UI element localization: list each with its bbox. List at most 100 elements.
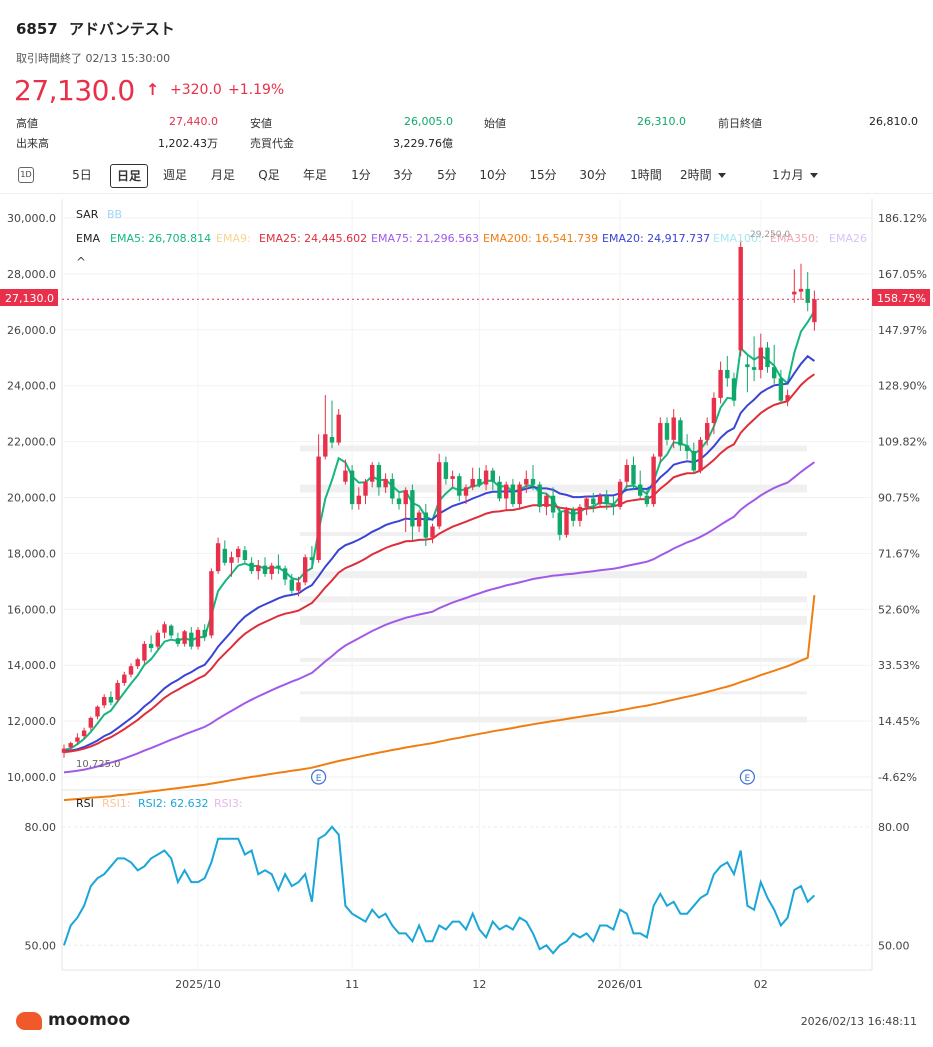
candle (416, 512, 422, 527)
rsi2-line (63, 825, 816, 955)
tab-5d[interactable]: 5日 (72, 168, 92, 182)
candle (336, 414, 341, 443)
candle (463, 487, 469, 496)
tab-quarterly[interactable]: Q足 (258, 168, 280, 182)
candle (772, 367, 777, 379)
candle (450, 476, 455, 479)
candle (644, 495, 650, 505)
legend-ema20: EMA20: 24,917.737 (602, 232, 710, 245)
y-tick-label-pct: 186.12% (878, 212, 927, 225)
y-tick-label: 18,000.0 (7, 547, 56, 560)
candle (256, 565, 261, 572)
chevron-down-icon (809, 173, 818, 178)
candle (396, 498, 402, 505)
candle (316, 456, 321, 560)
y-tick-label-pct: 167.05% (878, 268, 927, 281)
candle (711, 397, 717, 424)
period-icon-button[interactable]: 1D (16, 164, 36, 186)
rsi-y-label: 80.00 (25, 821, 57, 834)
tab-5min[interactable]: 5分 (437, 168, 457, 182)
y-tick-label-pct: 109.82% (878, 436, 927, 449)
collapse-icon[interactable]: ^ (76, 255, 86, 269)
candle (182, 631, 187, 644)
y-tick-label-pct: 52.60% (878, 603, 920, 616)
candle (148, 643, 154, 649)
candlestick-chart[interactable]: 30,000.0 186.12% 28,000.0 167.05% 26,000.0 14… (0, 0, 933, 1000)
candle (115, 682, 120, 700)
candle (296, 582, 301, 591)
candle (349, 470, 355, 505)
candle (745, 364, 750, 368)
tab-2hour-dropdown[interactable]: 2時間 (680, 164, 740, 186)
candle (678, 420, 683, 446)
rsi-y-label: 50.00 (25, 939, 57, 952)
tab-weekly[interactable]: 週足 (162, 168, 187, 182)
legend-ema25: EMA25: 24,445.602 (259, 232, 367, 245)
candle (376, 464, 382, 488)
y-tick-label: 22,000.0 (7, 436, 56, 449)
tab-15min[interactable]: 15分 (529, 168, 557, 182)
legend-ema-label[interactable]: EMA (76, 232, 100, 245)
candle (423, 512, 428, 538)
candle (242, 550, 248, 560)
candle (403, 490, 408, 505)
legend-ema9: EMA9: (216, 232, 251, 245)
candle (571, 509, 576, 521)
tab-yearly[interactable]: 年足 (302, 168, 327, 182)
candle (202, 629, 207, 637)
candle (61, 748, 67, 753)
timestamp: 2026/02/13 16:48:11 (800, 1015, 917, 1028)
candle (215, 543, 221, 572)
tab-daily[interactable]: 日足 (110, 164, 148, 188)
trading-status: 取引時間終了 02/13 15:30:00 (16, 52, 171, 65)
low-value: 26,005.0 (404, 115, 453, 128)
candle (269, 565, 274, 574)
candle (624, 464, 629, 482)
candle (584, 498, 589, 507)
ema-line-ema200 (63, 595, 816, 802)
candle (262, 565, 268, 574)
candle (798, 288, 804, 292)
candles (61, 239, 817, 758)
legend-rsi-label[interactable]: RSI (76, 797, 94, 810)
candle (323, 434, 328, 457)
stock-code: 6857 (16, 20, 58, 38)
x-tick-label: 11 (345, 978, 359, 991)
event-marker-label: E (745, 774, 751, 784)
legend-rsi3: RSI3: (214, 797, 243, 810)
legend-ema26: EMA26 (829, 232, 867, 245)
candle (303, 557, 308, 583)
legend-rsi1: RSI1: (102, 797, 131, 810)
candle (638, 484, 643, 496)
candle (108, 696, 114, 703)
up-arrow-icon: ↑ (146, 80, 160, 99)
tab-1hour[interactable]: 1時間 (630, 168, 662, 182)
y-tick-label-pct: 147.97% (878, 324, 927, 337)
candle (410, 490, 415, 527)
x-tick-label: 2025/10 (175, 978, 221, 991)
high-value: 27,440.0 (169, 115, 218, 128)
candle (537, 484, 542, 507)
high-mark: 29,250.0 (750, 230, 790, 240)
candle (658, 423, 663, 457)
tab-30min[interactable]: 30分 (579, 168, 607, 182)
calendar-icon: 1D (18, 167, 34, 183)
legend-sar[interactable]: SAR (76, 208, 99, 221)
tab-3min[interactable]: 3分 (393, 168, 413, 182)
y-tick-label: 26,000.0 (7, 324, 56, 337)
tab-1min[interactable]: 1分 (351, 168, 371, 182)
tab-1month-dropdown[interactable]: 1カ月 (772, 164, 836, 186)
legend-bb[interactable]: BB (107, 208, 122, 221)
tab-10min[interactable]: 10分 (479, 168, 507, 182)
candle (805, 288, 810, 303)
legend-ema75: EMA75: 21,296.563 (371, 232, 479, 245)
candle (517, 484, 522, 505)
candle (363, 481, 368, 496)
candle (611, 504, 616, 507)
candle (577, 506, 583, 521)
axes: 30,000.0 186.12% 28,000.0 167.05% 26,000.0 14… (7, 212, 927, 991)
candle (718, 369, 723, 398)
y-tick-label: 12,000.0 (7, 715, 56, 728)
tab-monthly[interactable]: 月足 (210, 168, 235, 182)
candle (162, 624, 167, 633)
